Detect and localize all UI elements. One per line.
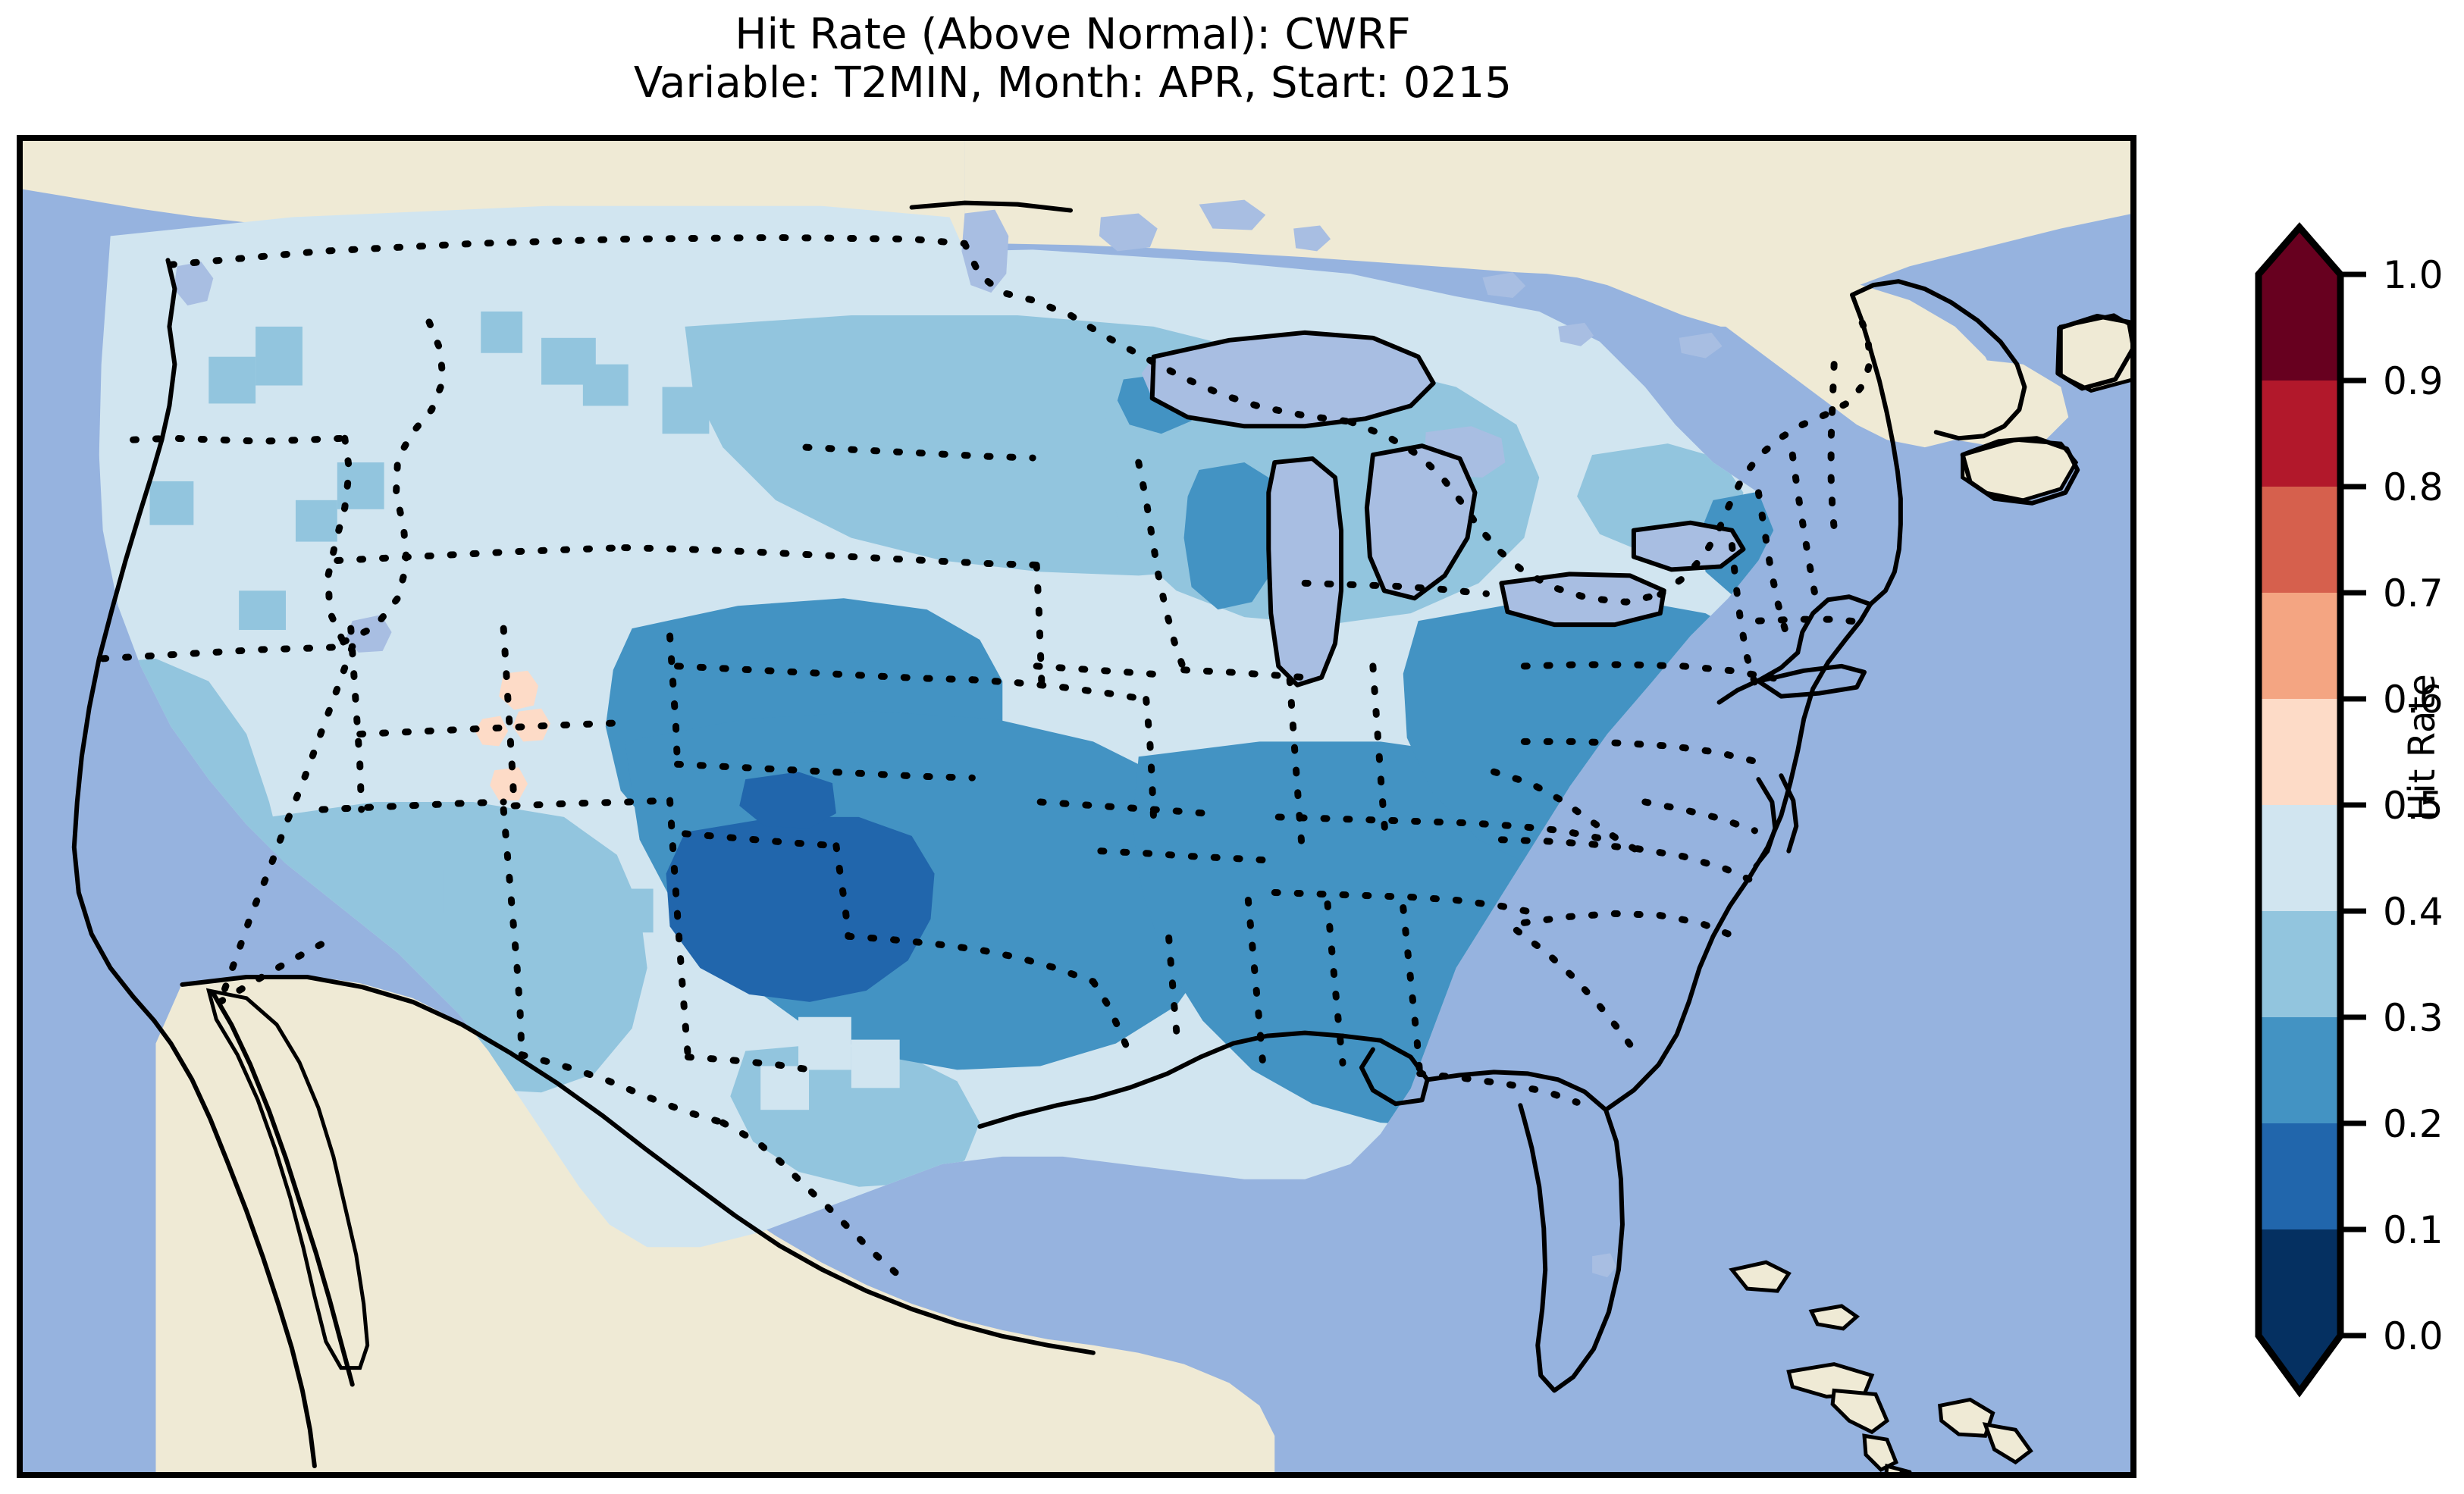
colorbar-tick-label: 0.8	[2383, 465, 2444, 509]
colorbar-band-0.9-1.0	[2259, 274, 2340, 381]
colorbar-band-0.0-0.1	[2259, 1229, 2340, 1336]
foreign-land-layer	[20, 138, 2133, 1475]
colorbar-band-0.1-0.2	[2259, 1123, 2340, 1229]
colorbar-band-0.6-0.7	[2259, 593, 2340, 699]
chart-title: Hit Rate (Above Normal): CWRF Variable: …	[0, 11, 2146, 108]
colorbar-tick-label: 0.1	[2383, 1208, 2444, 1252]
colorbar-axis-label-text: Hit Rate	[2401, 673, 2444, 821]
colorbar-band-0.2-0.3	[2259, 1017, 2340, 1123]
colorbar-tick-label: 0.9	[2383, 359, 2444, 403]
colorbar-tick-label: 0.3	[2383, 996, 2444, 1040]
colorbar-tick-label: 0.4	[2383, 890, 2444, 934]
colorbar-band-0.7-0.8	[2259, 487, 2340, 593]
colorbar-svg: 1.0 0.9 0.8 0.7 0.6 0.5 0.4 0.3 0.2 0.1 …	[2255, 222, 2444, 1398]
title-line-1: Hit Rate (Above Normal): CWRF	[735, 10, 1411, 59]
colorbar-axis-label: Hit Rate	[2388, 0, 2456, 1494]
colorbar-tick-label: 0.7	[2383, 572, 2444, 615]
state-borders-layer	[99, 233, 1874, 1277]
map-plot-area	[17, 135, 2136, 1478]
colorbar-under-arrow	[2259, 1336, 2340, 1392]
colorbar-ticks	[2340, 271, 2366, 1339]
colorbar-band-0.4-0.5	[2259, 805, 2340, 911]
colorbar-tick-label: 0.5	[2383, 784, 2444, 828]
colorbar-over-arrow	[2259, 227, 2340, 274]
colorbar-band-0.8-0.9	[2259, 381, 2340, 487]
colorbar-band-0.5-0.6	[2259, 699, 2340, 805]
coastline-layer	[71, 200, 2133, 1469]
lakes-layer	[174, 199, 1744, 1278]
colorbar-band-0.3-0.4	[2259, 911, 2340, 1017]
title-line-2: Variable: T2MIN, Month: APR, Start: 0215	[633, 58, 1513, 108]
colorbar-tick-label: 1.0	[2383, 253, 2444, 297]
colorbar[interactable]: 1.0 0.9 0.8 0.7 0.6 0.5 0.4 0.3 0.2 0.1 …	[2255, 222, 2444, 1410]
map-svg	[20, 138, 2133, 1475]
colorbar-tick-label: 0.0	[2383, 1314, 2444, 1358]
colorbar-tick-label: 0.6	[2383, 678, 2444, 722]
colorbar-tick-label: 0.2	[2383, 1102, 2444, 1146]
